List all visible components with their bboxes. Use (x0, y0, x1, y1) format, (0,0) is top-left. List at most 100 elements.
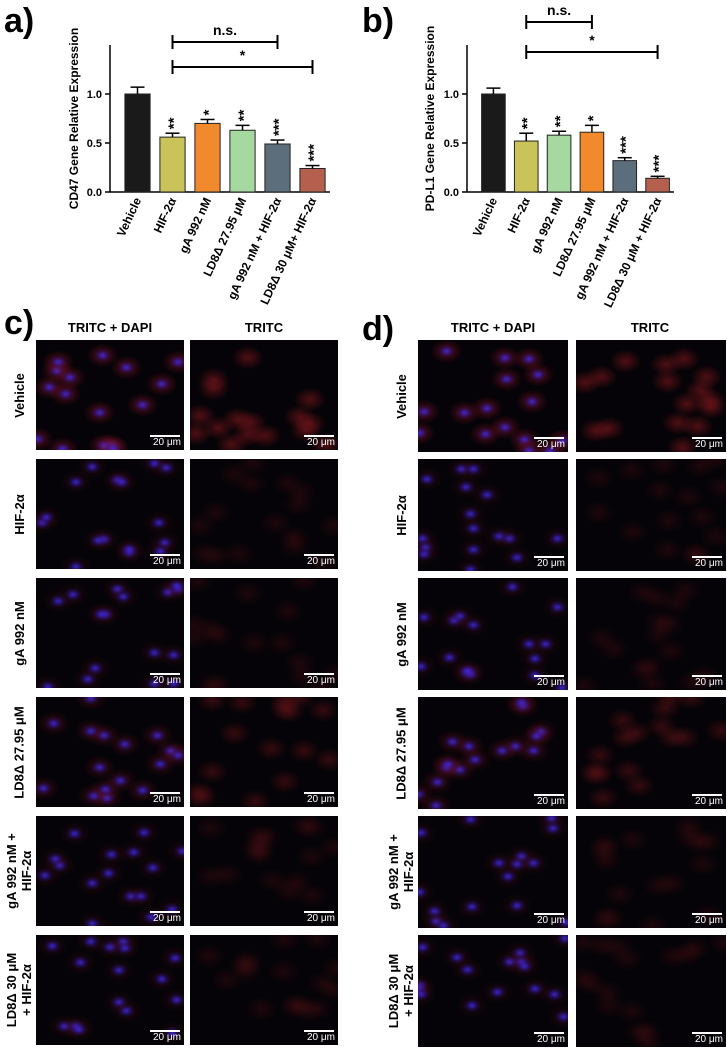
pdl1-bar (645, 177, 670, 193)
d-merge-image: 20 μm (418, 340, 568, 452)
d-tritc-image: 20 μm (576, 935, 726, 1047)
c-tritc-image: 20 μm (190, 935, 338, 1045)
scale-bar (304, 792, 334, 794)
cell-fluorescence (418, 340, 568, 452)
scale-bar (692, 556, 722, 558)
c-merge-image: 20 μm (36, 459, 184, 569)
d-row-label: gA 992 nM (386, 578, 416, 690)
cd47-bar (299, 167, 326, 193)
cell-fluorescence (418, 578, 568, 690)
scale-bar (150, 911, 180, 913)
c-row-label-text: gA 992 nM + HIF-2α (4, 833, 35, 909)
panel-a-label: a) (4, 2, 35, 40)
cell-fluorescence (36, 459, 184, 569)
c-row-label: gA 992 nM + HIF-2α (4, 816, 34, 926)
cell-fluorescence (418, 459, 568, 571)
d-merge-image: 20 μm (418, 816, 568, 928)
scale-bar (304, 673, 334, 675)
pdl1-significance-mark: *** (651, 155, 668, 173)
cell-fluorescence (36, 935, 184, 1045)
d-row-label-text: Vehicle (393, 373, 409, 419)
scale-bar (692, 913, 722, 915)
pdl1-bar (579, 131, 605, 193)
d-row-label-text: HIF-2α (393, 494, 409, 536)
scale-bar-label: 20 μm (153, 794, 181, 805)
d-tritc-image: 20 μm (576, 697, 726, 809)
scale-bar-label: 20 μm (307, 556, 335, 567)
cd47-bar (264, 143, 291, 193)
panel-d-label: d) (362, 310, 395, 348)
scale-bar-label: 20 μm (153, 913, 181, 924)
c-row-label: Vehicle (4, 340, 34, 450)
cd47-bar (229, 129, 256, 193)
panel-c-label: c) (4, 304, 35, 342)
cell-fluorescence (576, 697, 726, 809)
cd47-category-label: gA 992 nM (176, 195, 214, 255)
scale-bar-label: 20 μm (695, 439, 723, 450)
scale-bar-label: 20 μm (307, 913, 335, 924)
scale-bar (534, 913, 564, 915)
scale-bar-label: 20 μm (537, 677, 565, 688)
cd47-category-label: Vehicle (114, 195, 144, 239)
scale-bar-label: 20 μm (537, 558, 565, 569)
c-row-label: LD8Δ 27.95 μM (4, 697, 34, 807)
pdl1-significance-mark: * (585, 115, 602, 121)
c-merge-image: 20 μm (36, 816, 184, 926)
pdl1-significance-mark: ** (552, 115, 569, 127)
cell-fluorescence (418, 935, 568, 1047)
cd47-y-tick-label: 0.5 (87, 138, 102, 150)
d-merge-image: 20 μm (418, 697, 568, 809)
scale-bar (304, 911, 334, 913)
pdl1-bar (546, 134, 572, 193)
scale-bar (150, 435, 180, 437)
c-row-label-text: LD8Δ 27.95 μM (11, 705, 27, 799)
cell-fluorescence (576, 459, 726, 571)
scale-bar (304, 435, 334, 437)
scale-bar-label: 20 μm (695, 558, 723, 569)
cell-fluorescence (190, 340, 338, 450)
cd47-significance-mark: ** (165, 117, 182, 129)
cd47-significance-mark: ** (235, 110, 252, 122)
scale-bar-label: 20 μm (153, 556, 181, 567)
cell-fluorescence (190, 816, 338, 926)
d-tritc-image: 20 μm (576, 816, 726, 928)
c-merge-image: 20 μm (36, 578, 184, 688)
cell-fluorescence (36, 816, 184, 926)
pdl1-y-tick-label: 0.5 (444, 138, 459, 150)
c-tritc-image: 20 μm (190, 578, 338, 688)
scale-bar (150, 673, 180, 675)
cd47-bracket-label: n.s. (213, 22, 237, 38)
cell-fluorescence (576, 816, 726, 928)
cd47-bar (124, 93, 151, 193)
c-row-label: HIF-2α (4, 459, 34, 569)
scale-bar-label: 20 μm (695, 1034, 723, 1045)
scale-bar (534, 675, 564, 677)
c-tritc-image: 20 μm (190, 459, 338, 569)
c-merge-image: 20 μm (36, 697, 184, 807)
scale-bar-label: 20 μm (537, 796, 565, 807)
scale-bar-label: 20 μm (307, 794, 335, 805)
pdl1-y-axis-label: PD-L1 Gene Relative Expression (423, 26, 437, 211)
scale-bar-label: 20 μm (537, 439, 565, 450)
cd47-significance-mark: *** (305, 144, 322, 162)
pdl1-category-label: Vehicle (470, 195, 500, 239)
d-col-header-merge: TRITC + DAPI (450, 320, 536, 335)
c-merge-image: 20 μm (36, 340, 184, 450)
pdl1-bracket-label: n.s. (547, 2, 571, 18)
d-row-label: HIF-2α (386, 459, 416, 571)
scale-bar-label: 20 μm (153, 1032, 181, 1043)
d-tritc-image: 20 μm (576, 578, 726, 690)
scale-bar-label: 20 μm (153, 675, 181, 686)
c-col-header-merge: TRITC + DAPI (67, 320, 153, 335)
pdl1-bar (612, 160, 638, 193)
cell-fluorescence (576, 340, 726, 452)
scale-bar-label: 20 μm (307, 437, 335, 448)
scale-bar-label: 20 μm (695, 677, 723, 688)
scale-bar (150, 792, 180, 794)
d-row-label-text: gA 992 nM + HIF-2α (386, 834, 417, 910)
scale-bar (692, 675, 722, 677)
pdl1-category-label: HIF-2α (504, 195, 533, 235)
cell-fluorescence (36, 340, 184, 450)
cell-fluorescence (190, 578, 338, 688)
d-row-label-text: LD8Δ 27.95 μM (393, 706, 409, 800)
